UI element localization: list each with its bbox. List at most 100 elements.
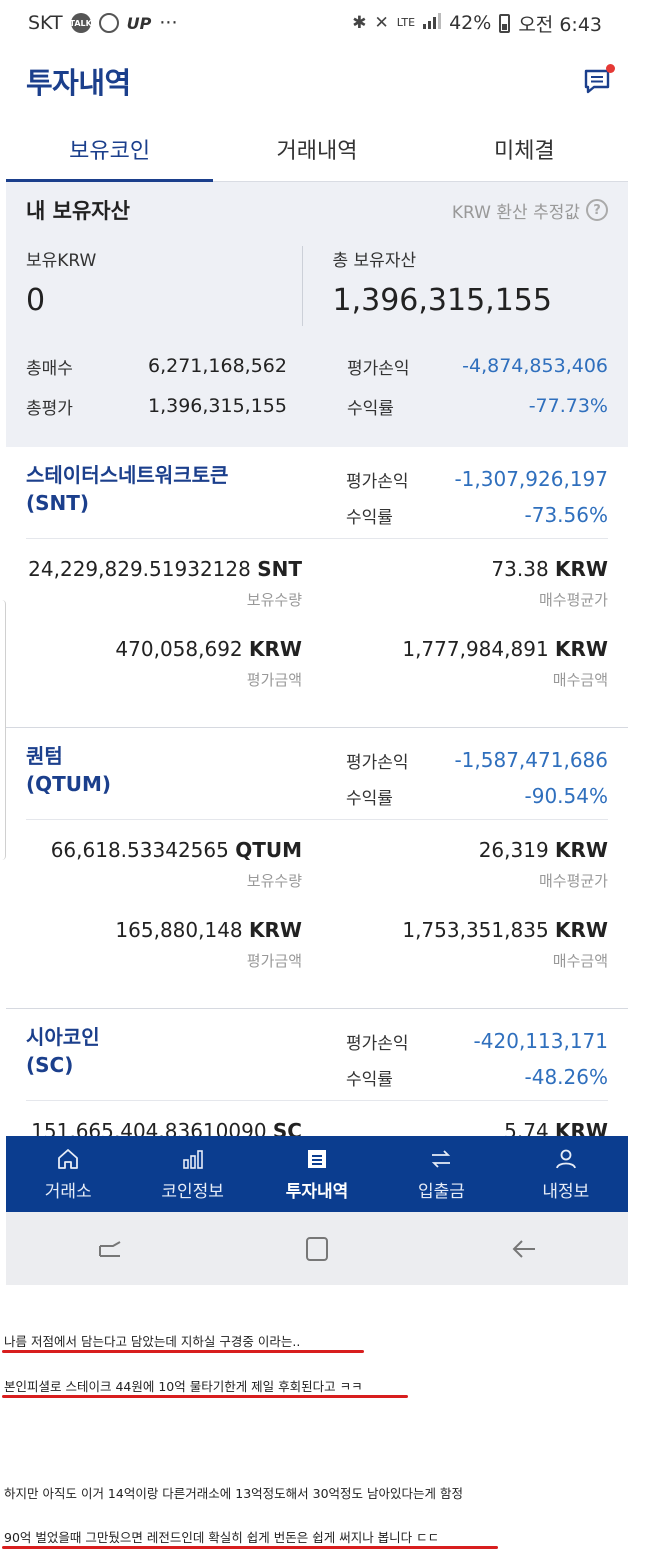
quantity-label: 보유수량: [246, 872, 302, 890]
profit-loss-value: -4,874,853,406: [462, 355, 608, 377]
help-icon[interactable]: ?: [586, 199, 608, 221]
coin-pl-label: 평가손익: [346, 471, 409, 492]
back-icon[interactable]: [509, 1234, 539, 1264]
coin-card-sc[interactable]: 시아코인 (SC) 평가손익 -420,113,171 수익률 -48.26% 15…: [6, 1009, 628, 1139]
caption-underline-1: [2, 1350, 364, 1353]
coin-name: 스테이터스네트워크토큰: [26, 463, 229, 487]
krw-estimate-label: KRW 환산 추정값: [451, 202, 580, 223]
nav-label: 입출금: [417, 1181, 465, 1202]
battery-icon: [499, 13, 511, 33]
avg-price-value: 5.74: [504, 1119, 549, 1139]
eval-amount-unit: KRW: [249, 637, 302, 661]
nav-label: 내정보: [542, 1181, 590, 1202]
sync-icon: [98, 13, 119, 33]
coin-symbol: (SNT): [26, 491, 90, 515]
tab-holdings[interactable]: 보유코인: [69, 138, 151, 164]
unread-dot: [606, 64, 615, 73]
more-notifications-icon: ···: [159, 12, 178, 34]
nav-coin-info[interactable]: 코인정보: [130, 1136, 254, 1212]
avg-price-value: 73.38: [491, 557, 549, 581]
carrier-label: SKT: [28, 12, 63, 34]
quantity-unit: SC: [272, 1119, 302, 1139]
nav-my-info[interactable]: 내정보: [504, 1136, 628, 1212]
buy-amount-value: 1,753,351,835: [402, 918, 549, 942]
eval-amount-label: 평가금액: [246, 671, 302, 689]
coin-name: 퀀텀: [26, 744, 63, 768]
summary-title: 내 보유자산: [26, 199, 130, 223]
tab-unfilled[interactable]: 미체결: [493, 138, 555, 164]
coin-return-label: 수익률: [346, 1069, 393, 1090]
nav-deposit-withdraw[interactable]: 입출금: [379, 1136, 503, 1212]
caption-underline-4: [2, 1546, 498, 1549]
mute-icon: ✕: [374, 13, 389, 33]
coin-card-qtum[interactable]: 퀀텀 (QTUM) 평가손익 -1,587,471,686 수익률 -90.54% …: [6, 728, 628, 1009]
coin-symbol: (SC): [26, 1053, 74, 1077]
coin-return-value: -90.54%: [524, 784, 608, 808]
system-navigation-bar: [6, 1212, 628, 1285]
coin-name: 시아코인: [26, 1025, 100, 1049]
status-bar: SKT TALK UP ··· ✱ ✕ LTE 42% 오전 6:43: [6, 0, 628, 46]
asset-summary: 내 보유자산 KRW 환산 추정값 ? 보유KRW 0 총 보유자산 1,396…: [6, 182, 628, 447]
caption-area: 나름 저점에서 담는다고 담았는데 지하실 구경중 이라는.. 본인피셜로 스테…: [0, 1285, 656, 1558]
coin-pl-value: -1,587,471,686: [454, 748, 608, 772]
quantity-unit: QTUM: [235, 838, 302, 862]
clock: 오전 6:43: [518, 13, 602, 36]
total-assets-value: 1,396,315,155: [332, 283, 552, 318]
caption-line-4: 90억 벌었을때 그만뒀으면 레전드인데 확실히 쉽게 번돈은 쉽게 써지나 봅…: [4, 1530, 440, 1545]
eval-amount-unit: KRW: [249, 918, 302, 942]
holding-krw-label: 보유KRW: [26, 251, 97, 271]
notification-message-icon[interactable]: [582, 64, 615, 96]
coin-return-value: -73.56%: [524, 503, 608, 527]
nav-investment-history[interactable]: 투자내역: [255, 1136, 379, 1212]
nav-exchange[interactable]: 거래소: [6, 1136, 130, 1212]
total-buy-label: 총매수: [26, 358, 73, 379]
buy-amount-label: 매수금액: [552, 671, 608, 689]
buy-amount-unit: KRW: [555, 918, 608, 942]
home-button-icon[interactable]: [302, 1234, 332, 1264]
return-rate-label: 수익률: [347, 398, 394, 419]
tab-trade-history[interactable]: 거래내역: [276, 138, 358, 164]
buy-amount-label: 매수금액: [552, 952, 608, 970]
battery-percent: 42%: [449, 12, 492, 34]
document-icon: [308, 1149, 327, 1168]
total-eval-value: 1,396,315,155: [147, 395, 287, 417]
eval-amount-label: 평가금액: [246, 952, 302, 970]
profit-loss-label: 평가손익: [347, 358, 410, 379]
bar-chart-icon: [182, 1149, 203, 1169]
bluetooth-icon: ✱: [352, 13, 367, 33]
total-buy-value: 6,271,168,562: [147, 355, 287, 377]
caption-line-2: 본인피셜로 스테이크 44원에 10억 물타기한게 제일 후회된다고 ㅋㅋ: [4, 1379, 363, 1394]
coin-pl-label: 평가손익: [346, 752, 409, 773]
coin-return-label: 수익률: [346, 788, 393, 809]
avg-price-unit: KRW: [555, 557, 608, 581]
user-icon: [555, 1149, 576, 1168]
buy-amount-value: 1,777,984,891: [402, 637, 549, 661]
signal-icon: [423, 12, 442, 34]
talk-icon: TALK: [70, 13, 92, 33]
nav-label: 투자내역: [285, 1181, 349, 1202]
screen-edge: [0, 600, 6, 860]
avg-price-label: 매수평균가: [538, 872, 608, 890]
quantity-value: 66,618.53342565: [50, 838, 229, 862]
caption-line-3: 하지만 아직도 이거 14억이랑 다른거래소에 13억정도해서 30억정도 남아…: [4, 1486, 464, 1501]
quantity-value: 151,665,404.83610090: [31, 1119, 267, 1139]
avg-price-label: 매수평균가: [538, 591, 608, 609]
tab-bar: 보유코인 거래내역 미체결: [6, 116, 628, 182]
bottom-navigation: 거래소 코인정보 투자내역 입출금 내정보: [6, 1136, 628, 1212]
recent-apps-icon[interactable]: [95, 1234, 125, 1264]
nav-label: 코인정보: [161, 1181, 224, 1202]
active-tab-indicator: [6, 179, 213, 182]
total-eval-label: 총평가: [26, 398, 73, 419]
transfer-icon: [432, 1149, 451, 1168]
coin-symbol: (QTUM): [26, 772, 112, 796]
nav-label: 거래소: [44, 1181, 92, 1202]
network-type: LTE: [396, 16, 416, 29]
avg-price-unit: KRW: [555, 838, 608, 862]
quantity-value: 24,229,829.51932128: [28, 557, 251, 581]
coin-return-value: -48.26%: [524, 1065, 608, 1089]
coin-pl-value: -1,307,926,197: [454, 467, 608, 491]
eval-amount-value: 470,058,692: [115, 637, 243, 661]
eval-amount-value: 165,880,148: [115, 918, 243, 942]
coin-card-snt[interactable]: 스테이터스네트워크토큰 (SNT) 평가손익 -1,307,926,197 수익률…: [6, 447, 628, 728]
krw-estimate-note[interactable]: KRW 환산 추정값 ?: [452, 198, 608, 223]
